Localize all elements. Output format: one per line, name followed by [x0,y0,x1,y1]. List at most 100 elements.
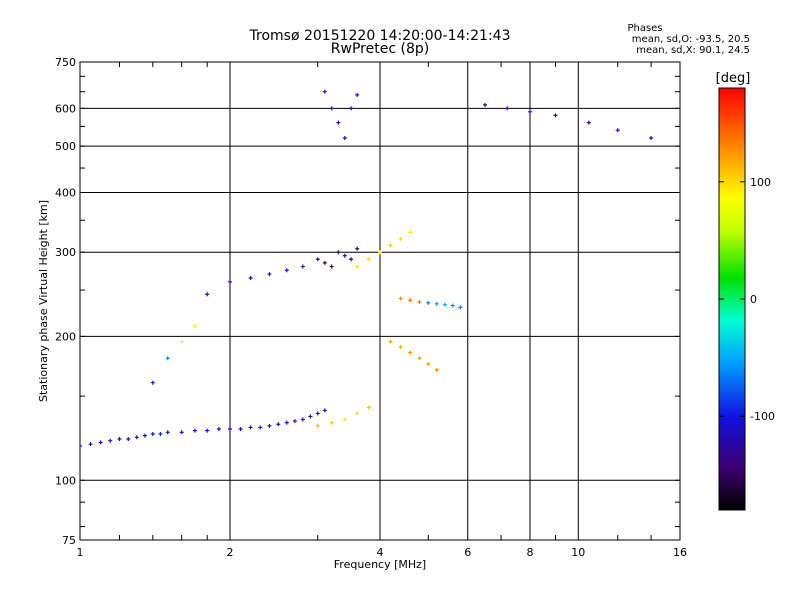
data-point [388,339,393,344]
data-point [483,102,488,107]
x-tick-label: 2 [227,546,234,559]
y-tick-labels: 75 100 200 300 400 500 600 750 [55,56,76,547]
data-point [228,427,232,432]
data-point [216,427,221,432]
data-point [458,305,463,310]
data-point [205,292,210,297]
y-tick-label: 300 [55,246,76,259]
data-point [342,417,347,422]
x-axis-label: Frequency [MHz] [334,558,426,571]
data-point [329,106,334,111]
data-point [192,324,197,329]
data-point [349,106,354,111]
data-point [308,414,313,419]
data-point [408,298,413,303]
data-point [408,350,413,355]
y-tick-label: 75 [62,534,76,547]
data-point [355,264,360,269]
data-point [450,303,455,308]
data-point [426,362,431,367]
x-tick-label: 4 [377,546,384,559]
data-point [329,420,334,425]
data-point [88,442,93,447]
data-point [649,136,654,141]
data-point [165,430,170,435]
stats-line-o: mean, sd,O: -93.5, 20.5 [632,34,750,45]
data-point [267,423,272,428]
data-point [165,356,170,361]
data-point [126,436,131,441]
data-point [315,423,320,428]
x-tick-labels: 1 2 4 6 8 10 16 [77,546,688,559]
data-point [205,428,210,433]
y-tick-label: 750 [55,56,76,69]
data-point [322,89,327,94]
colorbar-tick-label: -100 [750,410,775,423]
data-point [355,92,360,97]
data-point [276,422,281,427]
data-point [505,106,510,111]
data-point [267,272,272,277]
data-point [355,246,360,251]
chart-subtitle: RwPretec (8p) [331,41,429,57]
data-point [150,431,155,436]
data-point [553,113,558,118]
data-point [315,257,320,262]
data-point [322,260,327,265]
axis-ticks [80,62,680,540]
data-point [248,275,253,280]
data-point [398,296,403,301]
data-point [179,339,184,344]
x-tick-label: 16 [673,546,687,559]
colorbar-ticks: 100 0 -100 [719,176,775,423]
scatter-points [80,89,654,448]
data-point [329,264,334,269]
data-point [238,427,243,432]
data-point [336,250,341,255]
x-tick-label: 6 [464,546,471,559]
data-point [342,253,347,258]
x-tick-label: 1 [77,546,84,559]
data-point [108,438,113,443]
colorbar-tick-label: 0 [750,293,757,306]
data-point [117,436,122,441]
data-point [192,428,197,433]
data-point [615,128,620,133]
data-point [442,302,447,307]
data-point [378,250,382,255]
data-point [134,435,139,440]
data-point [528,109,532,114]
y-tick-label: 100 [55,474,76,487]
chart-title: Tromsø 20151220 14:20:00-14:21:43 [249,28,511,44]
data-point [349,257,354,262]
data-point [80,443,82,448]
data-point [336,120,341,125]
data-point [398,345,403,350]
data-point [284,268,289,273]
data-point [417,356,422,361]
y-tick-label: 200 [55,330,76,343]
data-point [248,425,253,430]
data-point [342,136,347,141]
data-point [292,419,297,424]
x-tick-label: 10 [571,546,585,559]
data-point [98,440,103,445]
data-point [158,431,163,436]
y-axis-label: Stationary phase Virtual Height [km] [37,200,50,402]
data-point [388,243,393,248]
data-point [586,120,591,125]
data-point [398,236,403,241]
data-point [300,264,305,269]
data-point [434,301,439,306]
data-point [315,411,320,416]
data-point [322,408,327,413]
data-point [426,300,431,305]
data-point [434,368,439,373]
data-point [284,420,289,425]
data-point [300,417,305,422]
x-tick-label: 8 [527,546,534,559]
stats-heading: Phases [627,23,662,34]
data-point [150,380,155,385]
data-point [258,425,263,430]
